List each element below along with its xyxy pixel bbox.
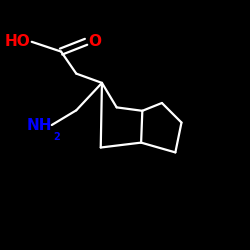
Text: HO: HO [5,34,30,49]
Text: O: O [88,34,102,49]
Text: 2: 2 [53,132,60,142]
Text: NH: NH [26,118,52,132]
